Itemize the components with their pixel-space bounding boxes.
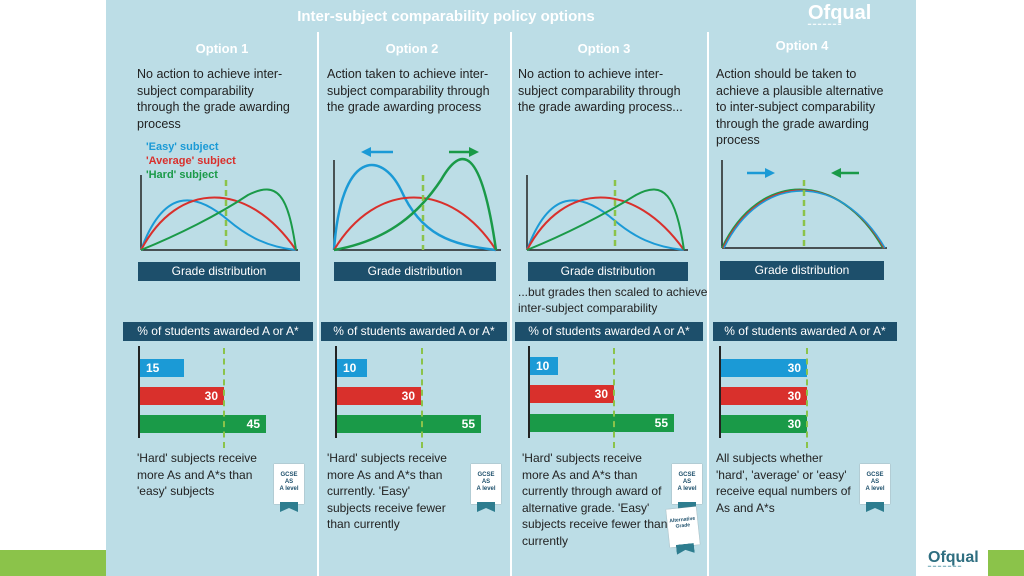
qualification-badge-icon: GCSE AS A level <box>860 464 890 504</box>
option-3-curves <box>526 175 688 251</box>
option-1-curves <box>140 175 298 251</box>
legend-easy: 'Easy' subject <box>146 141 219 153</box>
option-4-bar-easy: 30 <box>721 359 807 377</box>
option-3-bar-easy: 10 <box>530 357 558 375</box>
qualification-badge-icon: GCSE AS A level <box>471 464 501 504</box>
grade-distribution-label: Grade distribution <box>138 262 300 281</box>
option-3-title: Option 3 <box>577 41 631 56</box>
percent-awarded-label: % of students awarded A or A* <box>713 322 897 341</box>
option-1-bar-easy: 15 <box>140 359 184 377</box>
option-1-bar-average: 30 <box>140 387 224 405</box>
option-4-bar-hard: 30 <box>721 415 807 433</box>
option-2-bar-hard: 55 <box>337 415 481 433</box>
option-2-bar-axis <box>335 346 337 438</box>
column-divider <box>707 32 709 576</box>
ofqual-logo-top: Ofqual ━━━━━━━ <box>808 2 872 28</box>
option-4-bar-axis <box>719 346 721 438</box>
percent-awarded-label: % of students awarded A or A* <box>515 322 703 341</box>
column-divider <box>317 32 319 576</box>
option-3-description: No action to achieve inter-subject compa… <box>518 67 683 114</box>
footer-accent-left <box>0 550 106 576</box>
option-2-outcome: 'Hard' subjects receive more As and A*s … <box>327 451 447 531</box>
option-2-description: Action taken to achieve inter-subject co… <box>327 67 490 114</box>
option-3-outcome: 'Hard' subjects receive more As and A*s … <box>522 451 668 548</box>
option-3-bar-average: 30 <box>530 385 614 403</box>
grade-distribution-label: Grade distribution <box>528 262 688 281</box>
option-2-title: Option 2 <box>385 41 439 56</box>
option-1-title: Option 1 <box>195 41 249 56</box>
column-divider <box>510 32 512 576</box>
option-3-dash-line <box>613 348 615 448</box>
option-4-outcome: All subjects whether 'hard', 'average' o… <box>716 451 851 515</box>
option-4-dash-line <box>806 348 808 448</box>
option-4-title: Option 4 <box>775 38 829 53</box>
percent-awarded-label: % of students awarded A or A* <box>123 322 313 341</box>
grade-distribution-label: Grade distribution <box>334 262 496 281</box>
option-3-bar-axis <box>528 346 530 438</box>
option-2-dash-line <box>421 348 423 448</box>
option-4-bar-average: 30 <box>721 387 807 405</box>
option-2-bar-average: 30 <box>337 387 421 405</box>
option-3-bar-hard: 55 <box>530 414 674 432</box>
option-2-curves <box>332 147 501 252</box>
option-1-bar-axis <box>138 346 140 438</box>
percent-awarded-label: % of students awarded A or A* <box>321 322 507 341</box>
qualification-badge-icon: GCSE AS A level <box>274 464 304 504</box>
legend-average: 'Average' subject <box>146 155 236 167</box>
grade-distribution-label: Grade distribution <box>720 261 884 280</box>
option-1-description: No action to achieve inter-subject compa… <box>137 67 290 131</box>
qualification-badge-icon: GCSE AS A level <box>672 464 702 504</box>
option-1-bar-hard: 45 <box>140 415 266 433</box>
page-title: Inter-subject comparability policy optio… <box>297 8 595 25</box>
option-4-curves <box>721 160 887 249</box>
ofqual-logo-bottom: Ofqual ━━━━━━━ <box>928 549 979 570</box>
alternative-grade-badge-icon: Alternative Grade <box>666 506 700 548</box>
footer-accent-right <box>988 550 1024 576</box>
option-2-bar-easy: 10 <box>337 359 367 377</box>
option-3-note: ...but grades then scaled to achieve int… <box>518 285 708 315</box>
option-1-outcome: 'Hard' subjects receive more As and A*s … <box>137 451 257 498</box>
option-4-description: Action should be taken to achieve a plau… <box>716 67 884 147</box>
option-1-dash-line <box>223 348 225 448</box>
legend-hard: 'Hard' subject <box>146 169 218 181</box>
